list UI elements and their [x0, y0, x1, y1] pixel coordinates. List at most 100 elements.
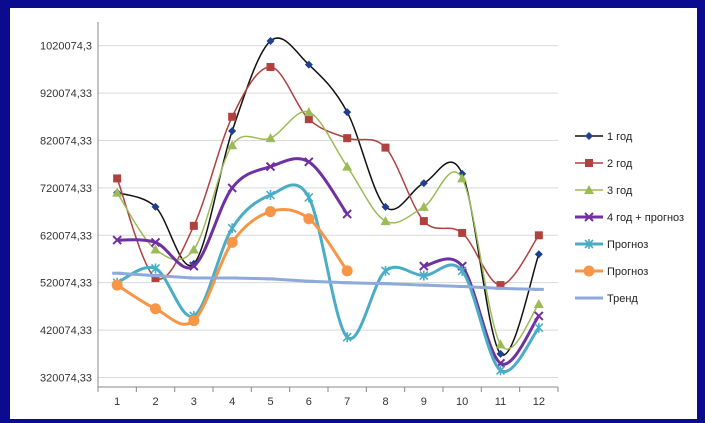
data-point — [150, 237, 161, 248]
data-point — [151, 273, 160, 282]
x-tick-label: 4 — [229, 396, 235, 408]
data-point — [495, 286, 506, 290]
legend-swatch-marker — [584, 239, 594, 249]
data-point — [457, 285, 468, 289]
series-2 — [113, 63, 543, 290]
legend-swatch-marker — [584, 185, 594, 194]
data-point — [341, 265, 353, 277]
data-point — [150, 244, 161, 254]
data-point — [457, 173, 468, 183]
x-tick-label: 7 — [344, 396, 350, 408]
legend-label: 4 год + прогноз — [607, 212, 684, 224]
data-point — [266, 63, 275, 72]
legend-swatch-marker — [584, 212, 594, 222]
legend-swatch-marker — [584, 296, 594, 300]
data-point — [419, 261, 429, 271]
data-point — [150, 274, 161, 278]
data-point — [418, 201, 429, 211]
data-point — [343, 108, 352, 117]
data-point — [457, 265, 467, 276]
x-tick-label: 11 — [495, 396, 506, 408]
legend-label: Тренд — [607, 293, 638, 305]
data-point — [380, 265, 391, 276]
data-point — [303, 107, 314, 117]
data-point — [265, 190, 276, 201]
series-line — [117, 271, 539, 291]
y-tick-label: 820074,33 — [40, 135, 92, 147]
data-point — [265, 277, 276, 281]
data-point — [419, 217, 428, 226]
data-point — [227, 140, 238, 150]
gridlines — [98, 45, 558, 378]
y-tick-label: 320074,33 — [40, 372, 92, 384]
legend-label: 1 год — [607, 131, 633, 143]
data-point — [342, 209, 352, 219]
x-tick-label: 8 — [382, 396, 388, 408]
y-tick-label: 720074,33 — [40, 183, 92, 195]
series-4 — [112, 157, 544, 369]
y-tick-label: 920074,33 — [40, 88, 92, 100]
legend-label: 2 год — [607, 158, 633, 170]
data-point — [265, 206, 276, 218]
data-point — [188, 315, 200, 327]
data-point — [150, 303, 161, 315]
data-point — [534, 311, 544, 321]
data-point — [418, 283, 429, 287]
data-point — [113, 174, 122, 183]
data-point — [342, 281, 353, 285]
data-point — [226, 236, 238, 248]
x-tick-label: 10 — [456, 396, 468, 408]
legend-swatch-marker — [585, 159, 593, 167]
legend-label: Прогноз — [607, 239, 648, 251]
data-point — [304, 192, 314, 203]
data-point — [265, 161, 276, 172]
x-tick-label: 5 — [267, 396, 273, 408]
data-point — [381, 202, 390, 211]
data-point — [380, 282, 391, 286]
x-tick-label: 2 — [152, 396, 158, 408]
data-point — [380, 216, 391, 226]
series-line — [116, 66, 540, 286]
data-point — [151, 202, 160, 211]
data-point — [227, 183, 237, 193]
data-point — [188, 244, 199, 254]
x-tick-label: 3 — [191, 396, 197, 408]
data-point — [112, 235, 122, 245]
axes: 320074,33 420074,33 520074,33 620074,33 7200… — [40, 22, 559, 408]
data-point — [495, 365, 506, 376]
data-point — [458, 228, 467, 237]
data-point — [112, 187, 123, 197]
y-tick-label: 620074,33 — [40, 230, 92, 242]
y-tick-label: 520074,33 — [40, 278, 92, 290]
data-point — [496, 349, 505, 358]
line-chart: 320074,33 420074,33 520074,33 620074,33 7200… — [40, 22, 684, 408]
data-point — [303, 279, 314, 283]
x-tick-label: 9 — [421, 396, 427, 408]
data-point — [227, 223, 237, 234]
data-point — [419, 179, 428, 188]
data-point — [304, 60, 313, 69]
data-point — [228, 127, 237, 136]
data-point — [343, 134, 352, 143]
data-point — [342, 332, 352, 343]
data-point — [304, 115, 313, 124]
legend-swatch-marker — [583, 265, 595, 277]
data-point — [228, 112, 237, 121]
data-point — [189, 261, 199, 271]
data-point — [496, 281, 505, 290]
legend-label: 3 год — [607, 185, 633, 197]
data-point — [534, 322, 544, 333]
data-point — [150, 263, 161, 274]
x-tick-label: 12 — [533, 396, 545, 408]
series-line — [116, 110, 540, 350]
data-point — [534, 250, 543, 259]
x-tick-label: 6 — [306, 396, 312, 408]
series-6 — [111, 206, 353, 327]
x-tick-label: 1 — [114, 396, 120, 408]
data-point — [227, 276, 238, 280]
data-point — [112, 271, 123, 275]
y-tick-label: 1020074,3 — [40, 41, 92, 53]
legend-swatch-marker — [585, 132, 593, 140]
data-point — [381, 143, 390, 152]
series-line — [423, 257, 541, 366]
